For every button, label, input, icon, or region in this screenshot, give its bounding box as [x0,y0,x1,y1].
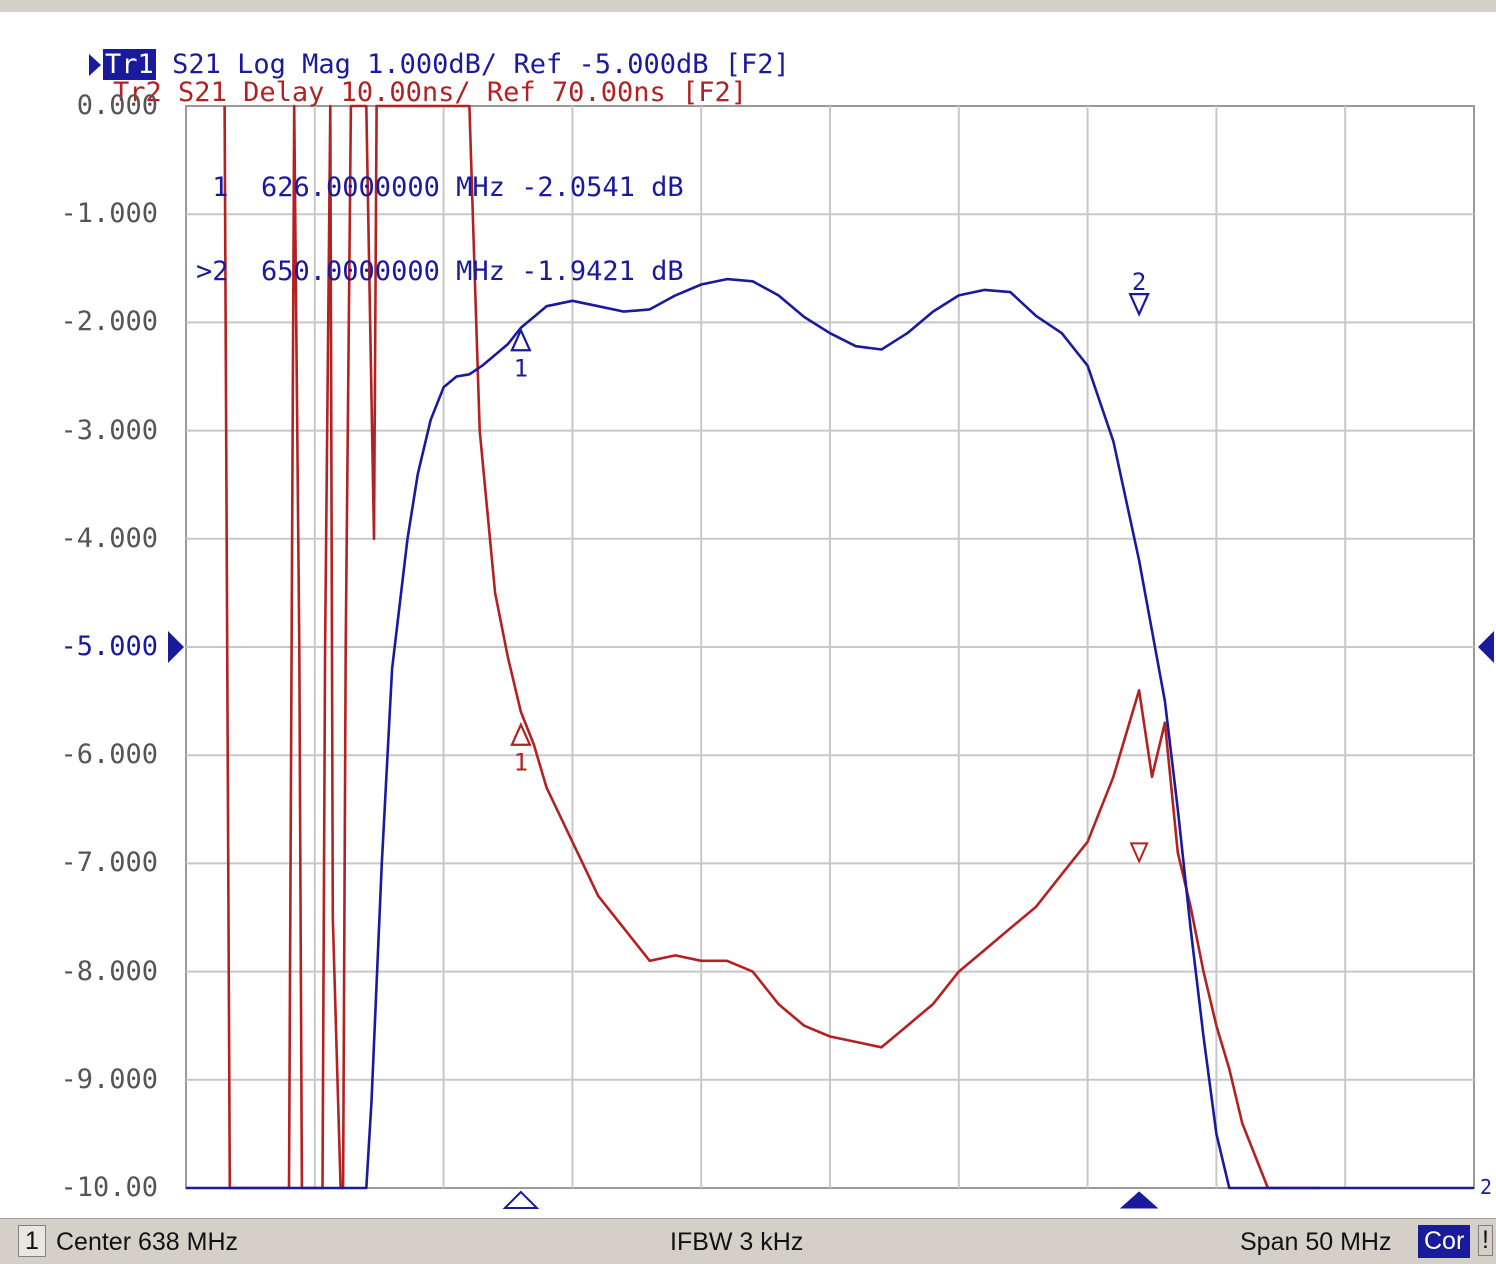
trace2-settings: Tr2 S21 Delay 10.00ns/ Ref 70.00ns [F2] [113,77,747,108]
marker-1-axis-pointer[interactable] [502,1190,540,1209]
marker-2-label: 2 [1132,268,1146,296]
correction-indicator: Cor [1418,1225,1471,1258]
offscale-marker-2-label: 2 [1480,1175,1492,1199]
traces [186,104,1474,1190]
trace2-delay-line [223,104,1320,1190]
marker-readout-1: 1 626.0000000 MHz -2.0541 dB [196,172,684,203]
marker-1-logmag[interactable] [510,327,532,352]
y-tick-label: -6.000 [60,739,158,771]
trace1-settings: S21 Log Mag 1.000dB/ Ref -5.000dB [F2] [172,49,790,80]
trace2-header[interactable]: Tr2 S21 Delay 10.00ns/ Ref 70.00ns [F2] [48,48,747,138]
trace1-label[interactable]: Tr1 [103,49,156,80]
marker-1-delay[interactable] [510,722,532,746]
ifbw-value[interactable]: IFBW 3 kHz [670,1228,804,1256]
y-tick-label: -1.000 [60,198,158,230]
trace1-header[interactable]: Tr1 S21 Log Mag 1.000dB/ Ref -5.000dB [F… [24,20,790,110]
marker-2-delay[interactable] [1129,842,1149,864]
y-tick-label: -5.000 [60,631,158,662]
marker-2-axis-pointer[interactable] [1119,1191,1159,1209]
span-value[interactable]: Span 50 MHz [1240,1228,1392,1256]
marker-table: 1 626.0000000 MHz -2.0541 dB >2 650.0000… [196,118,684,342]
active-trace-arrow-icon [89,54,102,76]
window-top-border [0,0,1496,12]
y-tick-label: -7.000 [60,847,158,879]
y-tick-label: -2.000 [60,306,158,338]
reference-level-left-icon[interactable] [168,631,184,663]
center-frequency[interactable]: Center 638 MHz [56,1228,239,1256]
y-tick-label: 0.000 [76,90,158,121]
status-bar: 1 Center 638 MHz IFBW 3 kHz Span 50 MHz … [0,1218,1496,1264]
y-tick-label: -8.000 [60,955,158,987]
marker-1-delay-label: 1 [514,749,528,777]
channel-indicator[interactable]: 1 [18,1225,46,1257]
marker-2-logmag[interactable] [1128,293,1150,317]
warning-indicator: ! [1478,1225,1493,1256]
trace1-logmag-line [186,277,1474,1190]
y-tick-label: -3.000 [60,414,158,446]
y-tick-label: -10.00 [60,1172,158,1203]
reference-level-right-icon[interactable] [1478,631,1494,663]
y-tick-label: -9.000 [60,1063,158,1095]
grid [186,106,1474,1188]
y-tick-label: -4.000 [60,522,158,554]
markers: 1 1 2 [502,268,1159,1209]
reference-pointers: 2 [168,631,1494,1199]
marker-readout-2: >2 650.0000000 MHz -1.9421 dB [196,256,684,287]
marker-1-label: 1 [514,354,528,382]
